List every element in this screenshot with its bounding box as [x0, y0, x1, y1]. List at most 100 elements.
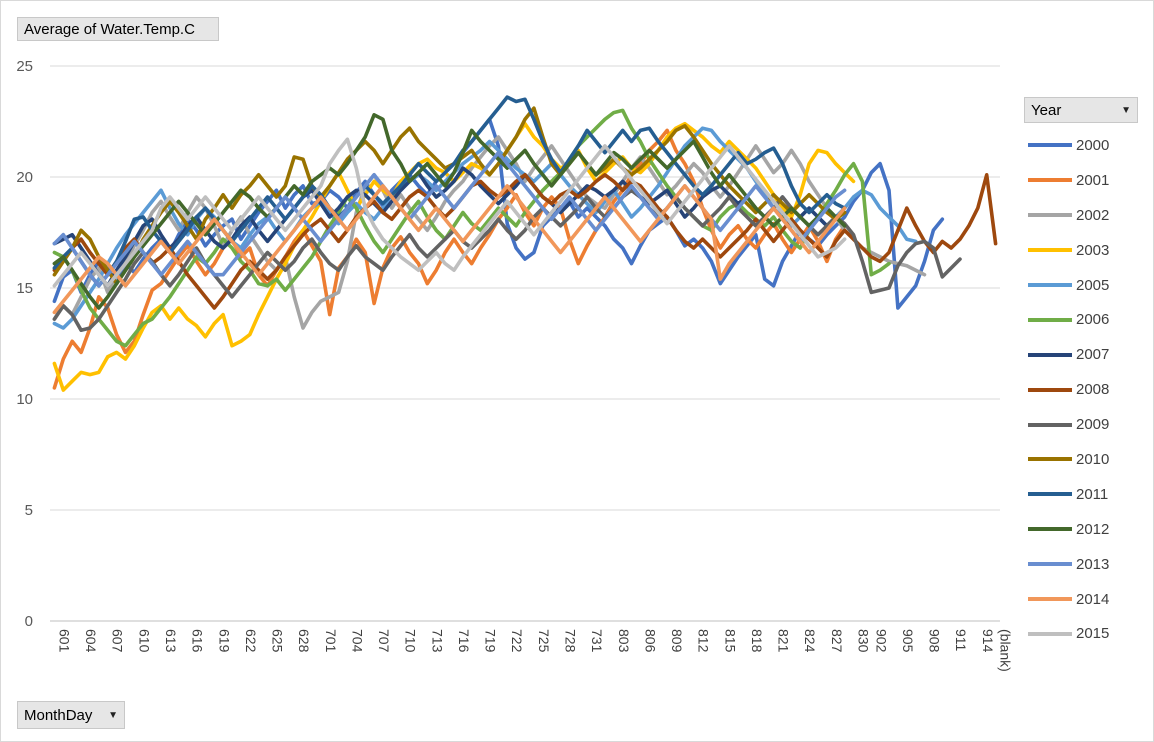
y-tick-label: 0 — [25, 613, 33, 630]
series-line-2015[interactable] — [52, 137, 847, 288]
x-tick-label: 728 — [563, 629, 579, 653]
legend-label: 2006 — [1076, 311, 1110, 329]
y-tick-label: 5 — [25, 502, 33, 519]
x-tick-label: 812 — [696, 629, 712, 653]
legend-swatch — [1028, 387, 1072, 392]
legend-label: 2012 — [1076, 520, 1110, 538]
triangle-down-icon[interactable]: ▼ — [1121, 104, 1131, 116]
legend-swatch — [1028, 352, 1072, 357]
legend-item-2011[interactable]: 2011 — [1028, 477, 1148, 512]
x-tick-label: 616 — [190, 629, 206, 653]
y-axis-labels: 0 5 10 15 20 25 — [16, 58, 33, 630]
x-tick-label: 815 — [722, 629, 738, 653]
x-tick-label: 716 — [456, 629, 472, 653]
legend-label: 2001 — [1076, 171, 1110, 189]
x-tick-label: 911 — [953, 629, 969, 652]
legend-label: 2014 — [1076, 590, 1110, 608]
legend-swatch — [1028, 527, 1072, 532]
x-tick-label: 628 — [296, 629, 312, 653]
legend-label: 2002 — [1076, 206, 1110, 224]
legend: 2000 2001 2002 2003 2005 2006 2007 2008 2009 2010… — [1028, 128, 1148, 651]
legend-label: 2015 — [1076, 625, 1110, 643]
legend-item-2002[interactable]: 2002 — [1028, 198, 1148, 233]
x-tick-label: 613 — [163, 629, 179, 653]
legend-swatch — [1028, 422, 1072, 427]
legend-label: 2013 — [1076, 555, 1110, 573]
legend-label: 2003 — [1076, 241, 1110, 259]
x-tick-label: 704 — [349, 629, 365, 653]
x-axis-labels: 601 604 607 610 613 616 619 622 625 628 701 704 707 7… — [56, 629, 1013, 672]
x-tick-label: 914 — [980, 629, 996, 653]
x-tick-label: 908 — [927, 629, 943, 653]
x-tick-label: (blank) — [998, 629, 1014, 672]
x-tick-label: 701 — [323, 629, 339, 653]
x-tick-label: 821 — [776, 629, 792, 653]
x-tick-label: 713 — [429, 629, 445, 653]
series-line-2007[interactable] — [52, 166, 847, 288]
y-tick-label: 20 — [16, 169, 33, 186]
x-tick-label: 607 — [110, 629, 126, 653]
legend-item-2012[interactable]: 2012 — [1028, 512, 1148, 547]
series-line-2006[interactable] — [52, 108, 891, 348]
legend-swatch — [1028, 597, 1072, 602]
legend-label: 2000 — [1076, 136, 1110, 154]
legend-swatch — [1028, 213, 1072, 218]
y-tick-label: 10 — [16, 391, 33, 408]
x-tick-label: 725 — [536, 629, 552, 653]
legend-item-2006[interactable]: 2006 — [1028, 302, 1148, 337]
legend-label: 2011 — [1076, 485, 1109, 503]
series-line-2002[interactable] — [52, 135, 927, 330]
legend-item-2007[interactable]: 2007 — [1028, 337, 1148, 372]
x-tick-label: 619 — [216, 629, 232, 653]
legend-swatch — [1028, 143, 1072, 148]
legend-item-2001[interactable]: 2001 — [1028, 163, 1148, 198]
legend-label: 2009 — [1076, 416, 1110, 434]
legend-item-2014[interactable]: 2014 — [1028, 582, 1148, 617]
series-line-2012[interactable] — [52, 113, 847, 310]
legend-item-2003[interactable]: 2003 — [1028, 233, 1148, 268]
series-line-2008[interactable] — [52, 173, 998, 310]
x-tick-label: 902 — [873, 629, 889, 653]
triangle-down-icon[interactable]: ▼ — [108, 709, 118, 721]
series-lines — [52, 95, 998, 392]
x-tick-label: 601 — [56, 629, 72, 653]
y-tick-label: 15 — [16, 280, 33, 297]
y-tick-label: 25 — [16, 58, 33, 75]
legend-item-2000[interactable]: 2000 — [1028, 128, 1148, 163]
legend-field-button[interactable]: Year ▼ — [1024, 97, 1138, 123]
legend-label: 2010 — [1076, 450, 1110, 468]
value-field-label: Average of Water.Temp.C — [24, 20, 195, 38]
legend-swatch — [1028, 492, 1072, 497]
legend-swatch — [1028, 248, 1072, 253]
legend-item-2015[interactable]: 2015 — [1028, 616, 1148, 651]
legend-swatch — [1028, 631, 1072, 636]
legend-item-2013[interactable]: 2013 — [1028, 547, 1148, 582]
x-tick-label: 731 — [589, 629, 605, 653]
x-tick-label: 809 — [669, 629, 685, 653]
x-tick-label: 818 — [749, 629, 765, 653]
series-line-2014[interactable] — [52, 184, 847, 315]
axis-field-button[interactable]: MonthDay ▼ — [17, 701, 125, 729]
x-tick-label: 707 — [376, 629, 392, 653]
legend-item-2005[interactable]: 2005 — [1028, 268, 1148, 303]
legend-item-2008[interactable]: 2008 — [1028, 372, 1148, 407]
legend-item-2009[interactable]: 2009 — [1028, 407, 1148, 442]
x-tick-label: 722 — [509, 629, 525, 653]
legend-label: 2005 — [1076, 276, 1110, 294]
legend-item-2010[interactable]: 2010 — [1028, 442, 1148, 477]
x-tick-label: 830 — [856, 629, 872, 653]
legend-label: 2008 — [1076, 381, 1110, 399]
value-field-button[interactable]: Average of Water.Temp.C — [17, 17, 219, 41]
x-tick-label: 719 — [483, 629, 499, 653]
legend-swatch — [1028, 178, 1072, 183]
legend-label: 2007 — [1076, 346, 1110, 364]
x-tick-label: 827 — [829, 629, 845, 653]
legend-field-label: Year — [1031, 101, 1062, 119]
x-tick-label: 710 — [403, 629, 419, 653]
legend-swatch — [1028, 562, 1072, 567]
series-line-2000[interactable] — [52, 117, 945, 310]
x-tick-label: 806 — [642, 629, 658, 653]
series-line-2011[interactable] — [52, 95, 847, 288]
